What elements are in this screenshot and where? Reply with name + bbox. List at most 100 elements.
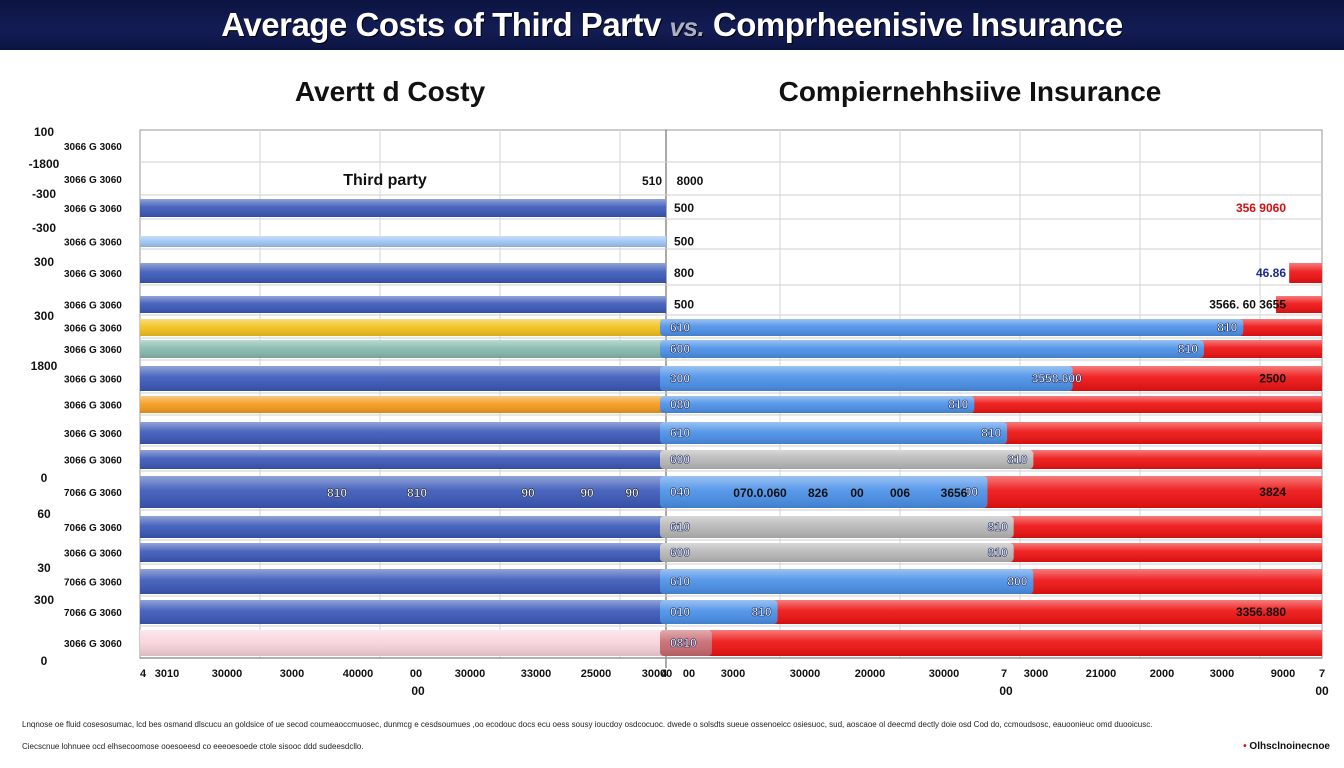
third-party-bar (140, 340, 666, 358)
row-label: 7066 G 3060 (64, 488, 122, 499)
bar-shine (140, 296, 666, 313)
bar-shine (140, 569, 666, 594)
comprehensive-value-label: 800 (1007, 575, 1027, 589)
x-tick-label: 7 (1001, 668, 1007, 680)
row-label: 3066 G 3060 (64, 269, 122, 280)
third-party-bar (140, 516, 666, 538)
comprehensive-bar (660, 396, 975, 413)
comprehensive-red-bar (666, 516, 1322, 538)
bar-shine (140, 516, 666, 538)
x-tick-label: 3010 (155, 668, 179, 680)
left-axis-label: -1800 (29, 157, 60, 171)
row-label: 7066 G 3060 (64, 523, 122, 534)
x-tick-label: 30000 (790, 668, 821, 680)
comprehensive-start-label: 610 (670, 426, 690, 440)
row-inner-value-left: 90 (625, 486, 639, 500)
x-tick-label: 3000 (1210, 668, 1234, 680)
x-tick-label: 33000 (521, 668, 552, 680)
x-tick-label: 4 (661, 668, 668, 680)
comprehensive-red-bar (666, 569, 1322, 594)
comprehensive-red-bar (1276, 296, 1322, 313)
comprehensive-bar (660, 600, 778, 624)
comprehensive-red-bar (666, 476, 1322, 508)
comprehensive-start-label: 010 (670, 605, 690, 619)
third-party-bar (140, 236, 666, 247)
third-party-bar (140, 319, 666, 336)
comprehensive-value-label: 810 (988, 520, 1008, 534)
comprehensive-bar (660, 319, 1244, 336)
comprehensive-red-bar (666, 630, 1322, 656)
plot-frame (139, 129, 1323, 659)
bar-shine (1289, 263, 1322, 283)
bar-shine (666, 516, 1322, 538)
row-label: 3066 G 3060 (64, 324, 122, 335)
row-label: 3066 G 3060 (64, 456, 122, 467)
x-tick-label: 25000 (581, 668, 612, 680)
x-tick-label: 3000 (280, 668, 304, 680)
bullet-icon: • (1243, 741, 1247, 752)
red-value-label: 3566. 60 3655 (1209, 298, 1286, 312)
footnote-line-2: Ciecscnue lohnuee ocd elhsecoomose ooeso… (22, 742, 364, 751)
bar-shine (666, 396, 1322, 413)
comprehensive-red-bar (666, 340, 1322, 358)
bar-shine (666, 543, 1322, 562)
bar-shine (660, 340, 1204, 358)
x-tick-label: 7 (1319, 668, 1325, 680)
comprehensive-start-label: 300 (670, 372, 690, 386)
comprehensive-red-bar (666, 366, 1322, 391)
title-part-comprehensive: Comprheenisive Insurance (712, 6, 1123, 43)
bar-shine (660, 319, 1244, 336)
left-axis-label: 0 (41, 654, 48, 668)
x-tick-label: 20000 (855, 668, 886, 680)
comprehensive-value-label: 810 (1178, 342, 1198, 356)
red-value-label: 3824 (1259, 485, 1286, 499)
bar-shine (666, 340, 1322, 358)
row-label: 3066 G 3060 (64, 142, 122, 153)
row-label: 7066 G 3060 (64, 578, 122, 589)
comprehensive-start-label: 600 (670, 546, 690, 560)
row-label: 3066 G 3060 (64, 238, 122, 249)
red-value-label: 3356.880 (1236, 605, 1286, 619)
footnote-source: • Olhsclnoinecnoe (1243, 741, 1330, 752)
left-axis-label: 300 (34, 255, 54, 269)
comprehensive-value-label: 810 (752, 605, 772, 619)
bar-shine (140, 236, 666, 247)
left-axis-label: 300 (34, 309, 54, 323)
row-label: 3066 G 3060 (64, 301, 122, 312)
bar-shine (140, 450, 666, 469)
comprehensive-value-label: 810 (1217, 321, 1237, 335)
third-party-bar (140, 199, 666, 217)
bar-shine (660, 396, 975, 413)
comprehensive-start-label: 080 (670, 398, 690, 412)
x-bottom-label: 00 (999, 684, 1013, 698)
legend-value-a: 510 (642, 174, 662, 188)
bar-shine (666, 422, 1322, 444)
row-label: 3066 G 3060 (64, 204, 122, 215)
comprehensive-value-label: 810 (988, 546, 1008, 560)
comprehensive-start-label: 610 (670, 520, 690, 534)
right-panel-title: Compiernehhsiive Insurance (778, 76, 1162, 107)
third-party-value-label: 500 (674, 235, 694, 249)
x-tick-label: 3000 (721, 668, 745, 680)
comprehensive-red-bar (666, 422, 1322, 444)
x-tick-label: 30000 (455, 668, 486, 680)
x-tick-label: 00 (683, 668, 695, 680)
bar-shine (140, 340, 666, 358)
comprehensive-bar (660, 516, 1014, 538)
row-inner-value-left: 810 (327, 486, 347, 500)
bar-shine (140, 543, 666, 562)
bar-shine (660, 569, 1034, 594)
row-label: 3066 G 3060 (64, 375, 122, 386)
red-value-label: 356 9060 (1236, 201, 1286, 215)
x-tick-label: 30000 (642, 668, 673, 680)
comprehensive-start-label: 600 (670, 453, 690, 467)
comprehensive-start-label: 600 (670, 342, 690, 356)
left-axis-label: 1800 (31, 359, 58, 373)
bar-shine (140, 600, 666, 624)
comprehensive-value-label: 3558.600 (1032, 372, 1082, 386)
bar-shine (140, 199, 666, 217)
left-axis-label: -300 (32, 187, 56, 201)
bar-shine (140, 396, 666, 413)
bar-shine (660, 600, 778, 624)
